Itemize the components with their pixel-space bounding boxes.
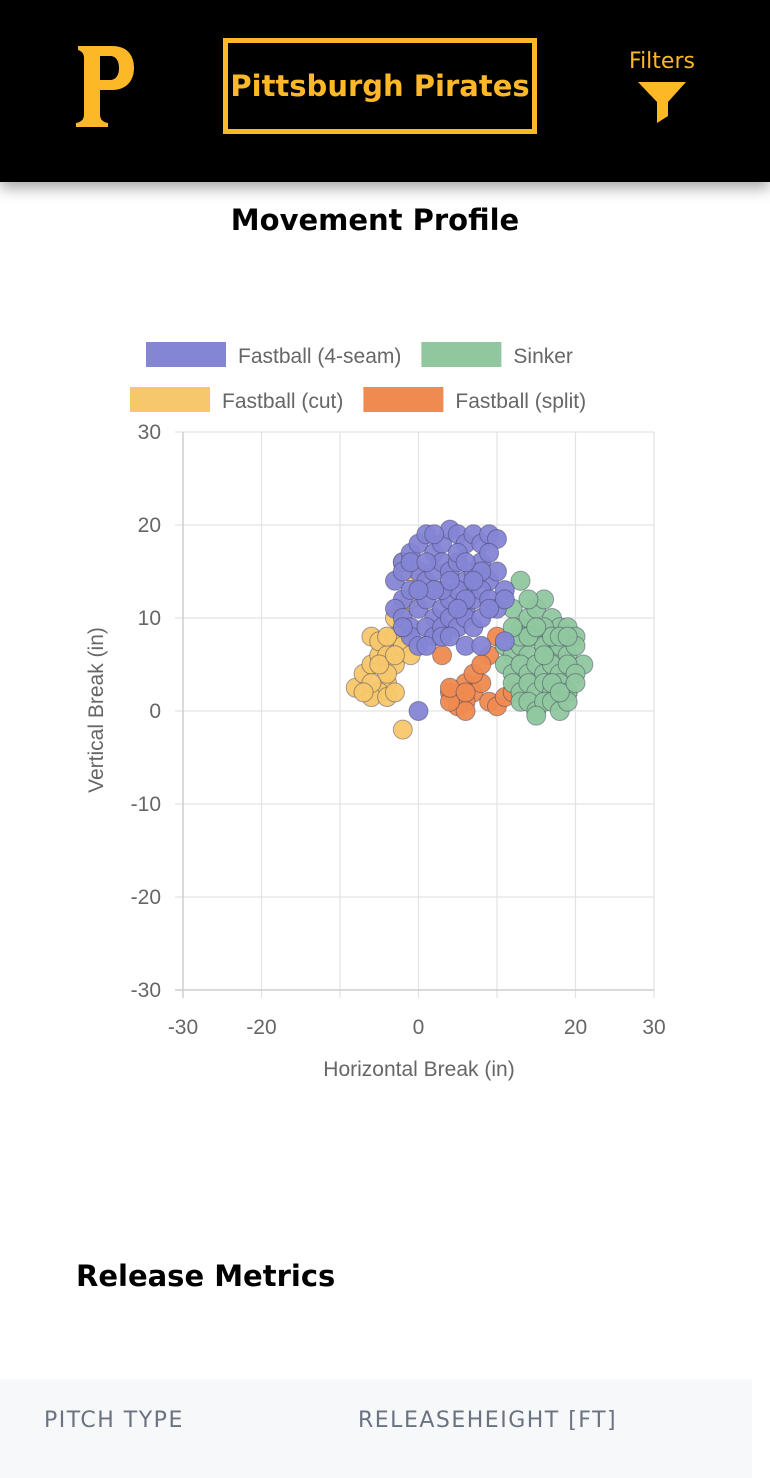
release-metrics-title: Release Metrics	[76, 1259, 336, 1293]
filters-button[interactable]: Filters	[612, 48, 712, 128]
y-tick-label: -10	[131, 793, 161, 816]
funnel-icon	[638, 82, 686, 123]
y-tick-label: -20	[131, 886, 161, 909]
movement-profile-title: Movement Profile	[230, 203, 520, 237]
y-tick-label: -30	[131, 979, 161, 1002]
scatter-point[interactable]	[510, 570, 531, 591]
scatter-point[interactable]	[447, 598, 468, 619]
scatter-point[interactable]	[455, 552, 476, 573]
scatter-point[interactable]	[494, 589, 515, 610]
release-table-header	[0, 1379, 752, 1478]
movement-chart: Fastball (4-seam) Sinker Fastball (cut) Fas…	[0, 330, 770, 1100]
x-axis-label: Horizontal Break (in)	[323, 1058, 514, 1081]
column-header-pitch-type[interactable]: PITCH TYPE	[44, 1408, 184, 1433]
scatter-point[interactable]	[479, 598, 500, 619]
y-tick-label: 10	[138, 607, 161, 630]
legend-swatch[interactable]	[130, 387, 210, 412]
scatter-point[interactable]	[384, 645, 405, 666]
pirates-p-logo-icon[interactable]	[72, 44, 136, 128]
legend-swatch[interactable]	[363, 387, 444, 412]
y-tick-label: 20	[138, 514, 161, 537]
scatter-point[interactable]	[408, 701, 429, 721]
movement-scatter-plot: Fastball (4-seam) Sinker Fastball (cut) Fas…	[85, 342, 666, 1081]
scatter-point[interactable]	[377, 626, 398, 647]
scatter-point[interactable]	[439, 570, 460, 591]
scatter-point[interactable]	[471, 635, 492, 656]
scatter-point[interactable]	[479, 542, 500, 563]
legend-label[interactable]: Sinker	[513, 345, 573, 368]
scatter-point[interactable]	[518, 589, 539, 610]
legend-swatch[interactable]	[421, 342, 502, 367]
x-tick-label: 30	[642, 1016, 665, 1039]
y-tick-label: 0	[149, 700, 161, 723]
scatter-point[interactable]	[369, 654, 390, 675]
scatter-point[interactable]	[424, 524, 445, 545]
scatter-point[interactable]	[494, 631, 515, 652]
x-tick-label: 0	[413, 1016, 425, 1039]
column-header-release-height[interactable]: RELEASEHEIGHT [FT]	[358, 1408, 618, 1433]
y-axis-label: Vertical Break (in)	[85, 627, 108, 793]
scatter-point[interactable]	[384, 682, 405, 703]
scatter-point[interactable]	[392, 617, 413, 638]
scatter-point[interactable]	[565, 673, 586, 694]
scatter-point[interactable]	[557, 626, 578, 647]
legend-label[interactable]: Fastball (4-seam)	[238, 345, 401, 368]
scatter-point[interactable]	[455, 682, 476, 703]
scatter-point[interactable]	[439, 626, 460, 647]
x-tick-label: -20	[246, 1016, 276, 1039]
y-tick-label: 30	[138, 421, 161, 444]
scatter-point[interactable]	[471, 654, 492, 675]
scatter-point[interactable]	[416, 635, 437, 656]
legend-swatch[interactable]	[146, 342, 226, 367]
filters-label: Filters	[629, 49, 695, 74]
scatter-point[interactable]	[526, 705, 547, 726]
scatter-point[interactable]	[392, 719, 413, 740]
scatter-point[interactable]	[408, 580, 429, 601]
scatter-point[interactable]	[416, 552, 437, 573]
x-tick-label: -30	[168, 1016, 198, 1039]
team-select-button[interactable]: Pittsburgh Pirates	[223, 38, 537, 134]
scatter-point[interactable]	[353, 682, 374, 703]
scatter-point[interactable]	[526, 617, 547, 638]
legend-label[interactable]: Fastball (cut)	[222, 390, 343, 413]
scatter-point[interactable]	[549, 682, 570, 703]
scatter-point[interactable]	[463, 570, 484, 591]
scatter-point[interactable]	[534, 645, 555, 666]
x-tick-label: 20	[564, 1016, 587, 1039]
legend-label[interactable]: Fastball (split)	[455, 390, 586, 413]
top-navbar: Pittsburgh Pirates Filters	[0, 0, 770, 182]
